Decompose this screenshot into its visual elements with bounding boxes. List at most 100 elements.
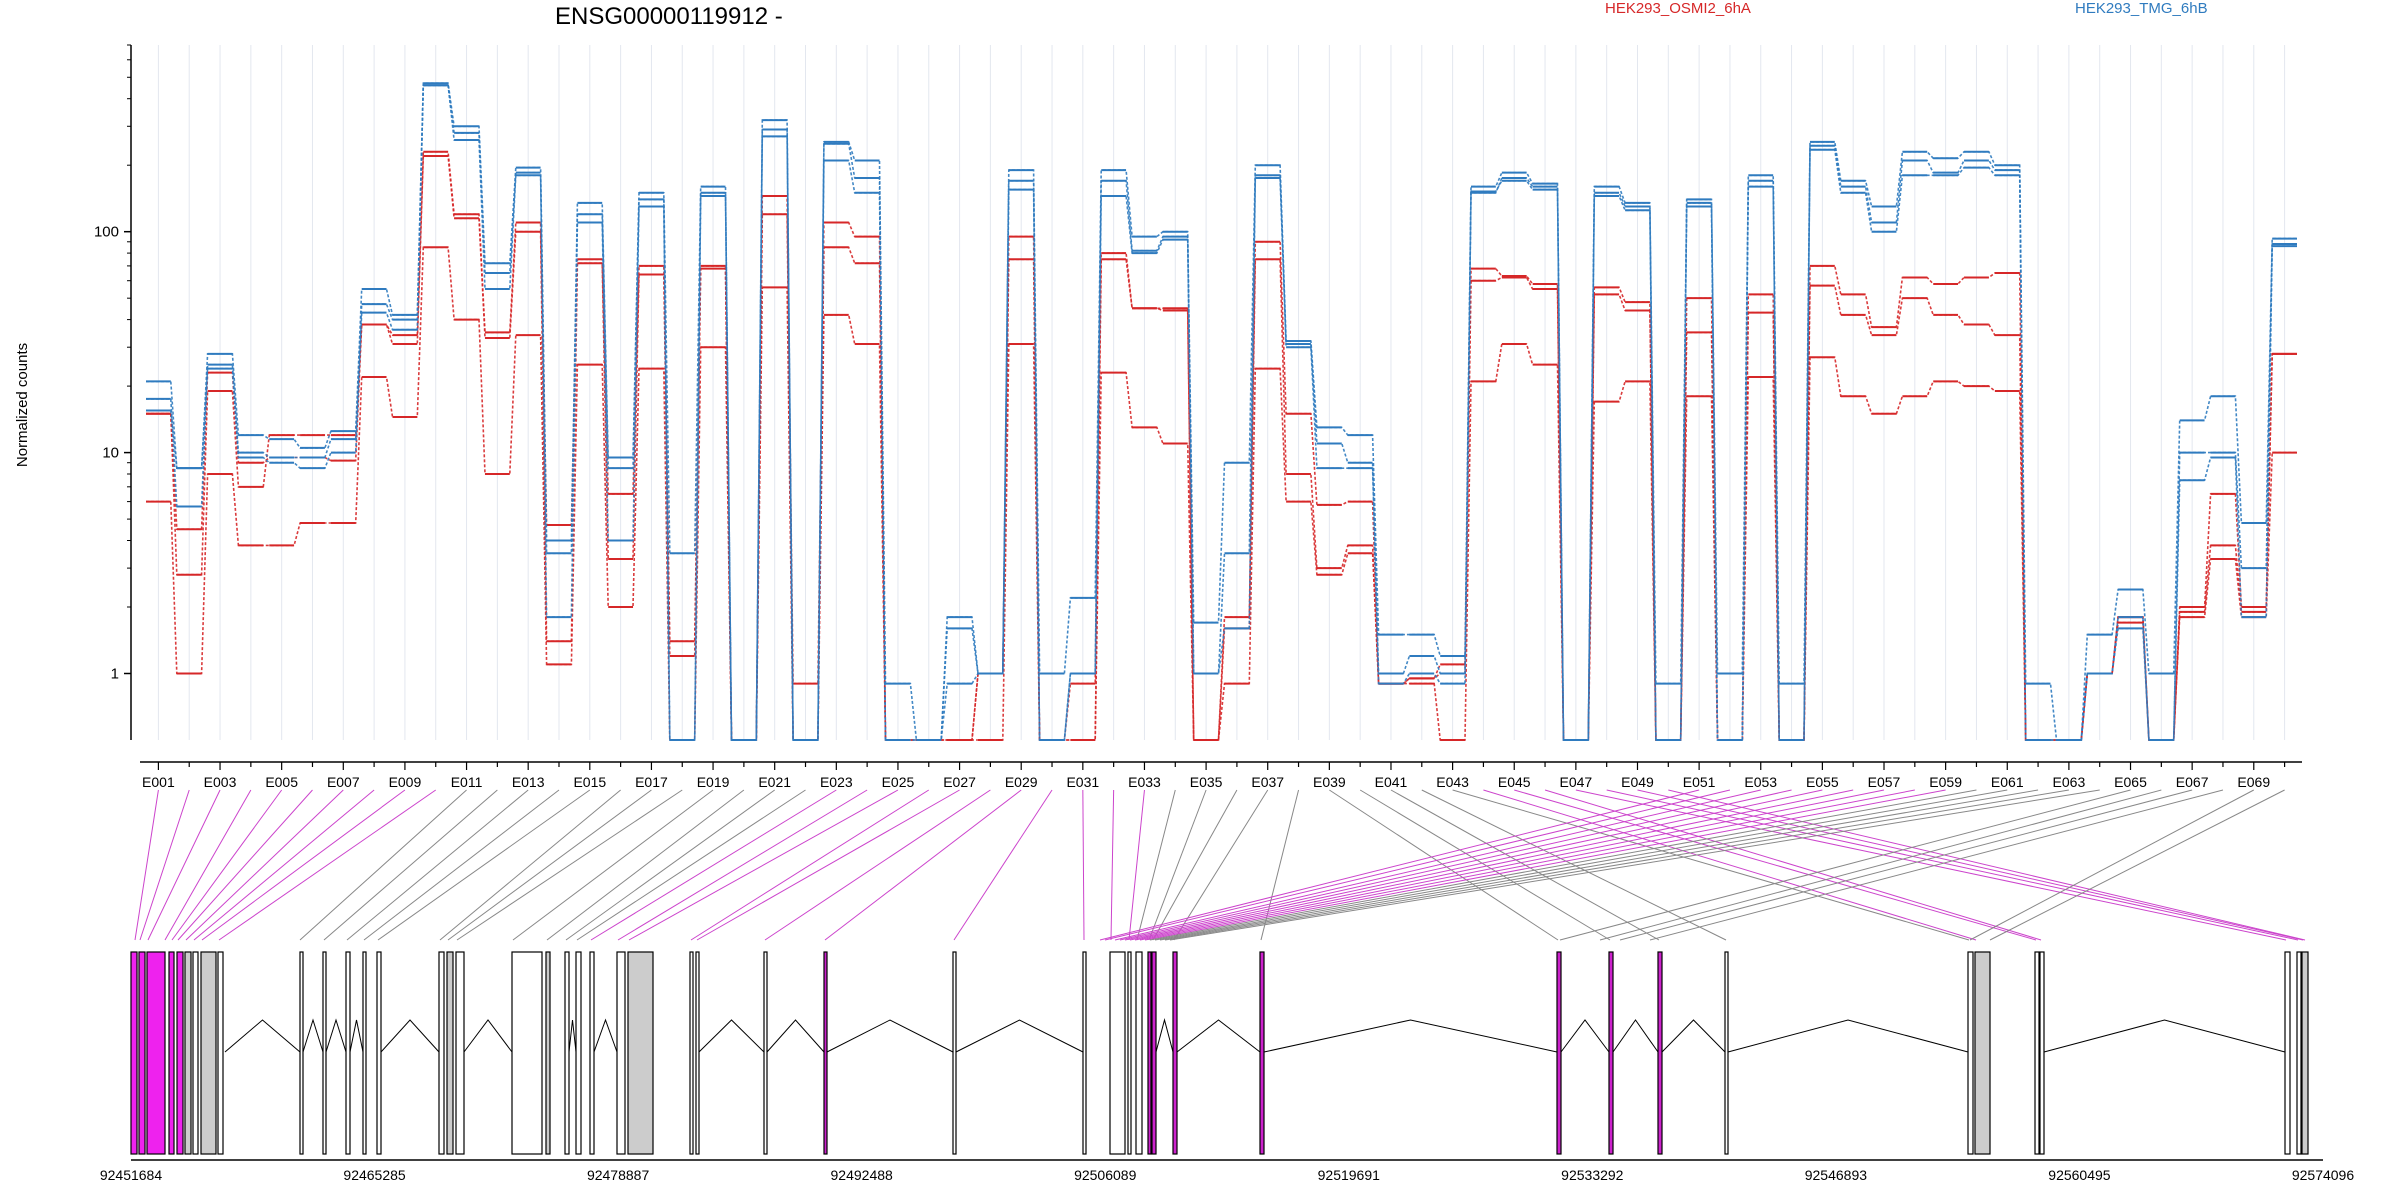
x-tick-label: E047	[1560, 774, 1593, 790]
y-tick-label: 100	[94, 224, 119, 241]
intron	[568, 1019, 577, 1053]
intron	[2043, 1019, 2286, 1053]
exon-block	[564, 951, 570, 1155]
exon-connector	[690, 789, 930, 941]
exon-block	[1608, 951, 1614, 1155]
exon-connector	[1144, 789, 1946, 941]
exon-connector	[193, 789, 375, 941]
x-tick-label: E007	[327, 774, 360, 790]
exon-connector	[565, 789, 775, 941]
y-axis-title: Normalized counts	[14, 343, 31, 467]
exon-block	[345, 951, 351, 1155]
exon-connector	[1104, 789, 1731, 941]
exon-connector	[576, 789, 806, 941]
coordinate-label: 92506089	[1074, 1167, 1137, 1183]
exon-block	[138, 951, 146, 1155]
coordinate-label: 92519691	[1318, 1167, 1381, 1183]
intron	[302, 1018, 324, 1053]
x-tick-label: E033	[1128, 774, 1161, 790]
x-tick-label: E013	[512, 774, 545, 790]
exon-connector	[218, 789, 437, 941]
x-tick-label: E043	[1436, 774, 1469, 790]
x-tick-label: E049	[1621, 774, 1654, 790]
exon-block	[1724, 951, 1729, 1155]
exon-block	[511, 951, 543, 1155]
exon-block	[545, 951, 551, 1155]
coordinate-label: 92478887	[587, 1167, 650, 1183]
x-tick-label: E061	[1991, 774, 2024, 790]
x-tick-label: E021	[758, 774, 791, 790]
exon-block	[2301, 951, 2309, 1155]
intron	[1612, 1019, 1659, 1053]
x-tick-label: E025	[882, 774, 915, 790]
coordinate-label: 92546893	[1805, 1167, 1868, 1183]
gridlines	[157, 45, 2286, 740]
exon-connector	[346, 789, 529, 941]
coordinate-label: 92574096	[2292, 1167, 2355, 1183]
exon-block	[689, 951, 694, 1155]
exon-block	[438, 951, 445, 1155]
exon-connector	[546, 789, 745, 941]
exon-block	[130, 951, 138, 1155]
x-tick-label: E031	[1066, 774, 1099, 790]
exon-connector	[177, 789, 313, 941]
chart-title: ENSG00000119912 -	[555, 3, 783, 30]
x-tick-label: E053	[1744, 774, 1777, 790]
exon-block	[362, 951, 367, 1155]
exon-connector	[323, 789, 498, 941]
exon-connector	[363, 789, 560, 941]
exon-block	[1135, 951, 1143, 1155]
exon-connector	[1559, 789, 2131, 941]
coordinate-label: 92465285	[343, 1167, 406, 1183]
exon-block	[168, 951, 175, 1155]
exon-connector	[696, 789, 960, 941]
exon-block	[2296, 951, 2302, 1155]
exon-block	[200, 951, 217, 1155]
x-tick-label: E035	[1190, 774, 1223, 790]
intron	[325, 1018, 347, 1053]
gene-model	[130, 951, 2323, 1161]
y-tick-label: 1	[111, 666, 119, 683]
coordinate-label: 92533292	[1561, 1167, 1624, 1183]
legend-osmi2: HEK293_OSMI2_6hA	[1605, 0, 1751, 17]
x-tick-label: E029	[1005, 774, 1038, 790]
exon-connector	[1152, 789, 1238, 941]
exon-connector	[1110, 789, 1115, 941]
x-tick-label: E011	[451, 774, 483, 790]
exon-connector	[1164, 789, 2069, 941]
exon-connector	[1139, 789, 1915, 941]
exon-connector	[1099, 789, 1700, 941]
exon-connector	[171, 789, 283, 941]
exon-connector	[764, 789, 991, 941]
x-tick-label: E065	[2114, 774, 2147, 790]
exon-connector	[1128, 789, 1145, 941]
exon-connector	[1148, 789, 1207, 941]
intron	[1727, 1019, 1969, 1053]
exon-block	[376, 951, 382, 1155]
series-line	[146, 84, 2297, 741]
exon-connector	[1159, 789, 2039, 941]
exon-connector	[1134, 789, 1885, 941]
x-tick-label: E003	[204, 774, 237, 790]
exon-connector	[617, 789, 868, 941]
x-tick-label: E057	[1868, 774, 1901, 790]
intron	[349, 1019, 364, 1053]
intron	[1155, 1018, 1174, 1053]
series-line	[146, 246, 2297, 741]
exon-connector	[147, 789, 221, 941]
exon-connector	[953, 789, 1053, 941]
exon-connector	[1421, 789, 1727, 941]
exon-block	[2034, 951, 2040, 1155]
exon-connector	[1649, 789, 2224, 941]
exon-block	[1127, 951, 1132, 1155]
exon-block	[952, 951, 957, 1155]
intron	[766, 1019, 825, 1053]
exon-block	[1151, 951, 1157, 1155]
intron	[1263, 1019, 1558, 1053]
axes: 1 10 100 E001 E003 E005 E007 E009 E011 E013 E015 E0…	[94, 44, 2302, 790]
exon-block	[1172, 951, 1178, 1155]
intron	[1661, 1019, 1726, 1053]
coordinate-label: 92451684	[100, 1167, 163, 1183]
intron	[826, 1019, 954, 1053]
exon-block	[2039, 951, 2045, 1155]
